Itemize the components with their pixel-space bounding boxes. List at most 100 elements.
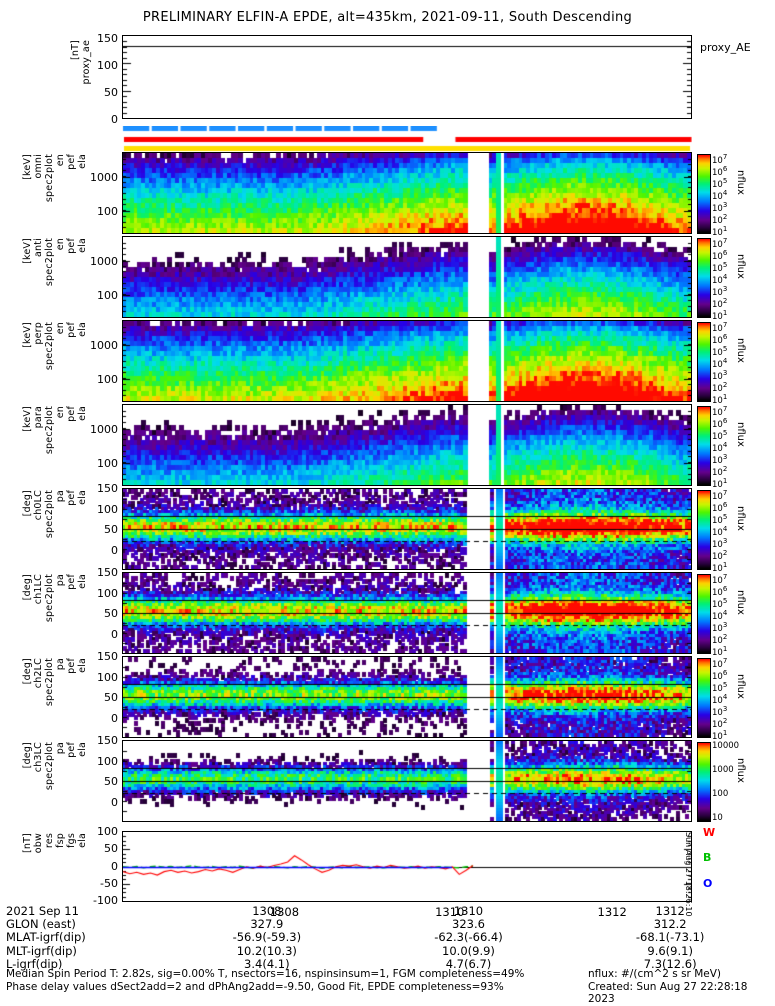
axis-label-part: ch3LC [33, 742, 44, 773]
axis-label-part: anti [33, 238, 44, 258]
row-value: -68.1(-73.1) [635, 930, 705, 945]
axis-label-part: ch0LC [33, 490, 44, 521]
axis-label-part: ela [77, 154, 88, 169]
row-value: 3.4(4.1) [244, 956, 290, 971]
ytick: 0 [111, 113, 118, 126]
axis-label-part: [nT] [70, 40, 81, 61]
colorbar-label-8: nflux [735, 758, 746, 783]
colorbar-2 [697, 238, 711, 318]
axis-label-part: pef [66, 658, 77, 674]
page-title: PRELIMINARY ELFIN-A EPDE, alt=435km, 202… [142, 10, 633, 25]
colorbar-tick: 103 [712, 369, 728, 382]
colorbar-tick: 102 [712, 213, 728, 226]
colorbar-tick: 102 [712, 297, 728, 310]
axis-label-part: ch1LC [33, 574, 44, 605]
colorbar-tick: 105 [712, 177, 728, 190]
axis-label-part: spec2plot [44, 658, 55, 707]
panel-axis-label-3: ela pef en spec2plot perp [keV] [22, 322, 88, 400]
colorbar-label-3: nflux [735, 338, 746, 363]
colorbar-tick: 105 [712, 681, 728, 694]
spectrogram-image-8 [123, 741, 691, 821]
axis-label-part: [keV] [22, 406, 33, 432]
ytick: 0 [111, 627, 118, 641]
colorbar-tick: 104 [712, 441, 728, 454]
colorbar-tick: 104 [712, 525, 728, 538]
legend-w: W [703, 826, 716, 839]
proxy-ae-axis-label: proxy_ae [nT] [70, 40, 92, 116]
colorbar-tick: 103 [712, 621, 728, 634]
ytick: 150 [97, 482, 118, 495]
axis-label-part: spec2plot [44, 406, 55, 455]
colorbar-tick: 10000 [712, 741, 740, 751]
colorbar-tick: 104 [712, 189, 728, 202]
colorbar-label-6: nflux [735, 590, 746, 615]
panel-axis-label-6: ela pef pa spec2plot ch1LC [deg] [22, 574, 88, 652]
axis-label-part: [keV] [22, 154, 33, 180]
ytick: 0 [111, 795, 118, 809]
colorbar-tick: 107 [712, 237, 728, 250]
axis-label-part: ela [77, 574, 88, 589]
colorbar-tick: 106 [712, 165, 728, 178]
colorbar-tick: 102 [712, 549, 728, 562]
table-row: MLT-igrf(dip) 10.2(10.3) 10.0(9.9) 9.6(9.1) [6, 943, 771, 958]
axis-label-part: en [55, 406, 66, 419]
ytick: -100 [93, 894, 118, 907]
colorbar-label-1: nflux [735, 170, 746, 195]
colorbar-1 [697, 154, 711, 234]
row-value: 9.6(9.1) [647, 943, 693, 958]
table-row: GLON (east) 327.9 323.6 312.2 [6, 918, 771, 931]
axis-label-part: omni [33, 154, 44, 179]
ytick: 150 [97, 734, 118, 747]
axis-label-part: spec2plot [44, 154, 55, 203]
colorbar-tick: 105 [712, 261, 728, 274]
table-row: 2021 Sep 11 1308 1310 1312 [6, 904, 771, 918]
colorbar-4 [697, 406, 711, 486]
ytick: 1000 [90, 422, 118, 436]
colorbar-tick: 105 [712, 513, 728, 526]
ytick: 100 [97, 670, 118, 684]
ytick: 150 [97, 566, 118, 579]
colorbar-tick: 102 [712, 381, 728, 394]
ytick: 100 [97, 457, 118, 471]
colorbar-tick: 1000 [712, 765, 734, 775]
ytick: 50 [104, 691, 118, 704]
axis-label-part: para [33, 406, 44, 429]
axis-label-part: pa [55, 490, 66, 503]
axis-label-part: pef [66, 238, 77, 254]
axis-label-part: [deg] [22, 742, 33, 769]
ytick: 1000 [90, 170, 118, 184]
ytick: 100 [97, 289, 118, 303]
colorbar-tick: 103 [712, 705, 728, 718]
colorbar-tick: 105 [712, 429, 728, 442]
row-label: MLAT-igrf(dip) [6, 930, 86, 945]
spectrogram-panel-2 [122, 236, 692, 318]
row-value: 1310 [453, 904, 484, 918]
ytick: -50 [100, 877, 118, 890]
colorbar-tick: 100 [712, 789, 729, 799]
ytick: 50 [104, 842, 118, 855]
proxy-ae-right-label: proxy_AE [700, 41, 751, 54]
axis-label-part: spec2plot [44, 322, 55, 371]
axis-label-part: pa [55, 658, 66, 671]
row-label: GLON (east) [6, 917, 76, 932]
colorbar-tick: 101 [712, 309, 728, 322]
fgs-residual-panel [122, 831, 692, 902]
axis-label-part: ela [77, 658, 88, 673]
proxy-ae-plot [123, 36, 691, 118]
ytick: 100 [97, 502, 118, 516]
row-value: -62.3(-66.4) [434, 930, 503, 945]
axis-label-part: res [44, 833, 55, 849]
colorbar-tick: 104 [712, 273, 728, 286]
colorbar-tick: 101 [712, 729, 728, 742]
colorbar-7 [697, 658, 711, 738]
ytick: 0 [111, 860, 118, 873]
colorbar-tick: 107 [712, 153, 728, 166]
axis-label-part: [deg] [22, 490, 33, 517]
axis-label-part: pef [66, 154, 77, 170]
table-row: MLAT-igrf(dip) -56.9(-59.3) -62.3(-66.4) -6… [6, 931, 771, 944]
footer-left: Median Spin Period T: 2.82s, sig=0.00% T… [6, 968, 524, 993]
ytick: 0 [111, 711, 118, 725]
axis-label-part: pef [66, 490, 77, 506]
status-bars [122, 126, 692, 152]
colorbar-6 [697, 574, 711, 654]
